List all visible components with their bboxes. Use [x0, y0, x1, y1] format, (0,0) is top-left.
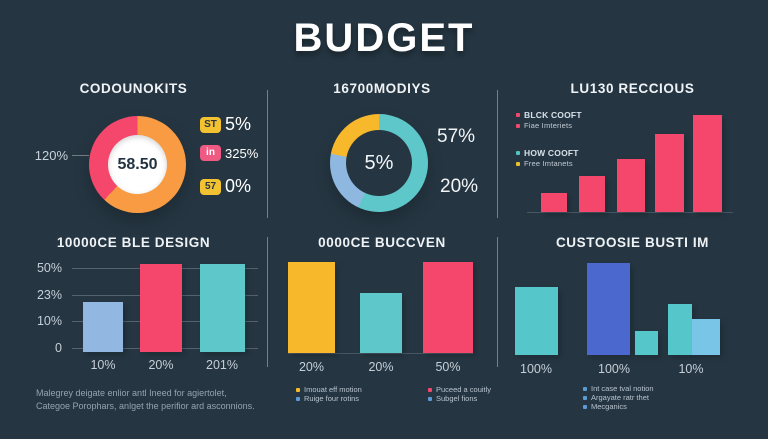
legend-item: Free Imtanets — [516, 159, 573, 168]
bar — [541, 193, 567, 212]
legend-badge-icon: ST — [200, 116, 221, 133]
legend-item: Mecganics — [583, 402, 627, 411]
legend-dot-icon — [516, 113, 520, 117]
y-axis-label: 10% — [36, 314, 62, 328]
divider-vertical — [267, 90, 268, 218]
legend-label: Argayate ratr thet — [591, 393, 649, 402]
legend-label: Imouat eff motion — [304, 385, 362, 394]
donut-chart-codounokits: 58.50 — [89, 116, 186, 213]
bar — [83, 302, 123, 352]
donut-center-value: 5% — [346, 130, 412, 196]
donut-callout: 20% — [440, 176, 479, 197]
bar — [635, 331, 658, 355]
x-axis-label: 10% — [678, 362, 704, 376]
legend-dot-icon — [428, 396, 432, 401]
y-axis-label: 0 — [55, 341, 62, 355]
legend-value: 0% — [225, 176, 252, 196]
legend-item: Subgel fions — [428, 394, 477, 403]
bar — [288, 262, 335, 353]
bar — [587, 263, 630, 355]
legend-value: 5% — [225, 114, 252, 134]
legend-item: in 325% — [200, 145, 258, 161]
axis-baseline — [527, 212, 733, 213]
legend-dot-icon — [296, 387, 300, 392]
footer-note: Malegrey deigate enlior antl Ineed for a… — [36, 387, 255, 413]
bar — [200, 264, 245, 352]
divider-vertical — [497, 237, 498, 367]
legend-label: Fiae Imteriets — [524, 121, 573, 130]
y-axis-label: 23% — [36, 288, 62, 302]
panel-title-reccious: LU130 RECCIOUS — [570, 81, 695, 96]
x-axis-label: 20% — [148, 358, 174, 372]
divider-vertical — [497, 90, 498, 218]
footer-note-line: Categoe Porophars, anlget the perifior a… — [36, 401, 255, 411]
bar — [423, 262, 473, 353]
legend-dot-icon — [428, 387, 432, 392]
panel-title-modiys: 16700MODIYS — [333, 81, 431, 96]
legend-dot-icon — [583, 386, 587, 391]
legend-label: Int case tval notion — [591, 384, 654, 393]
legend-item: Argayate ratr thet — [583, 393, 649, 402]
y-axis-label: 50% — [36, 261, 62, 275]
panel-title-codounokits: CODOUNOKITS — [79, 81, 188, 96]
legend-badge-icon: 57 — [200, 178, 221, 195]
bar — [140, 264, 182, 352]
legend-item: 57 0% — [200, 176, 251, 197]
legend-badge-icon: in — [200, 145, 221, 161]
donut-callout: 57% — [437, 126, 476, 147]
x-axis-label: 100% — [598, 362, 630, 376]
legend-item: Int case tval notion — [583, 384, 654, 393]
bar — [617, 159, 645, 212]
donut-center-value: 58.50 — [108, 135, 167, 194]
legend-item: Fiae Imteriets — [516, 121, 572, 130]
legend-dot-icon — [583, 404, 587, 409]
legend-item: ST 5% — [200, 114, 251, 135]
legend-dot-icon — [583, 395, 587, 400]
legend-dot-icon — [516, 123, 520, 128]
bar — [692, 319, 720, 355]
legend-dot-icon — [296, 396, 300, 401]
legend-item: HOW COOFT — [516, 148, 579, 158]
legend-label: Free Imtanets — [524, 159, 573, 168]
bar — [693, 115, 722, 212]
legend-label: HOW COOFT — [524, 148, 579, 158]
x-axis-label: 100% — [520, 362, 552, 376]
bar — [668, 304, 692, 355]
legend-label: Subgel fions — [436, 394, 478, 403]
donut-chart-modiys: 5% — [330, 114, 428, 212]
x-axis-label: 201% — [206, 358, 238, 372]
donut-side-label: 120% — [34, 148, 68, 163]
legend-label: Ruige four rotins — [304, 394, 360, 403]
bar — [360, 293, 402, 353]
bar — [579, 176, 605, 212]
legend-label: Puceed a couitly — [436, 385, 492, 394]
panel-title-ble-design: 10000CE BLE DESIGN — [56, 235, 211, 250]
bar — [655, 134, 684, 212]
legend-item: Puceed a couitly — [428, 385, 491, 394]
x-axis-label: 10% — [90, 358, 116, 372]
page-title: BUDGET — [293, 16, 475, 60]
legend-item: Imouat eff motion — [296, 385, 362, 394]
panel-title-bustiim: CUSTOOSIE BUSTI IM — [555, 235, 710, 250]
divider-vertical — [267, 237, 268, 367]
legend-label: Mecganics — [591, 402, 627, 411]
axis-baseline — [288, 353, 473, 354]
footer-note-line: Malegrey deigate enlior antl Ineed for a… — [36, 388, 227, 398]
legend-dot-icon — [516, 151, 520, 155]
x-axis-label: 50% — [435, 360, 461, 374]
x-axis-label: 20% — [368, 360, 394, 374]
legend-value: 325% — [225, 145, 259, 161]
legend-dot-icon — [516, 161, 520, 166]
bar — [515, 287, 558, 355]
legend-label: BLCK COOFT — [524, 110, 582, 120]
legend-item: Ruige four rotins — [296, 394, 359, 403]
panel-title-buccven: 0000CE BUCCVEN — [318, 235, 446, 250]
x-axis-label: 20% — [298, 360, 325, 374]
callout-line — [72, 155, 89, 156]
legend-item: BLCK COOFT — [516, 110, 582, 120]
